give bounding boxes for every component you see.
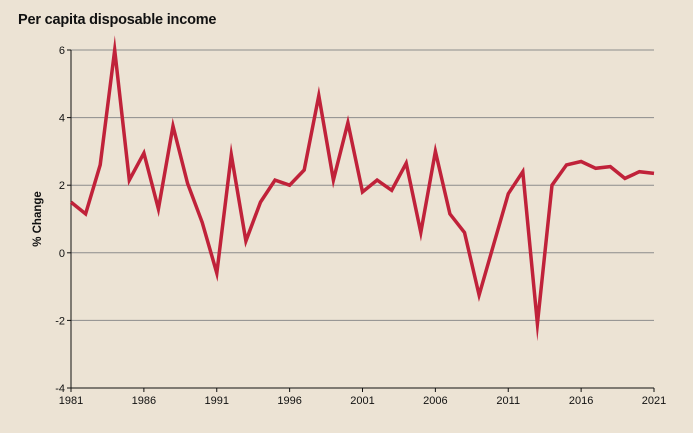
y-tick-labels: -4 -2 0 2 4 6 bbox=[55, 45, 71, 395]
y-tick-label: -2 bbox=[55, 315, 65, 327]
x-tick-labels: 1981 1986 1991 1996 2001 2006 2011 2016 2021 bbox=[59, 388, 666, 407]
x-tick-label: 2021 bbox=[642, 395, 666, 407]
x-tick-label: 1981 bbox=[59, 395, 83, 407]
series-line bbox=[69, 35, 655, 342]
y-tick-label: 0 bbox=[59, 248, 65, 260]
y-tick-label: -4 bbox=[55, 383, 65, 395]
x-tick-label: 2011 bbox=[496, 395, 520, 407]
series-group bbox=[69, 35, 655, 342]
x-tick-label: 2001 bbox=[350, 395, 374, 407]
chart-title: Per capita disposable income bbox=[18, 12, 217, 28]
x-tick-label: 1996 bbox=[277, 395, 301, 407]
y-tick-label: 6 bbox=[59, 45, 65, 57]
x-tick-label: 1986 bbox=[132, 395, 156, 407]
x-tick-label: 1991 bbox=[205, 395, 229, 407]
x-tick-label: 2016 bbox=[569, 395, 593, 407]
y-tick-label: 4 bbox=[59, 113, 65, 125]
y-tick-label: 2 bbox=[59, 180, 65, 192]
x-tick-label: 2006 bbox=[423, 395, 447, 407]
y-axis-label: % Change bbox=[32, 191, 44, 247]
